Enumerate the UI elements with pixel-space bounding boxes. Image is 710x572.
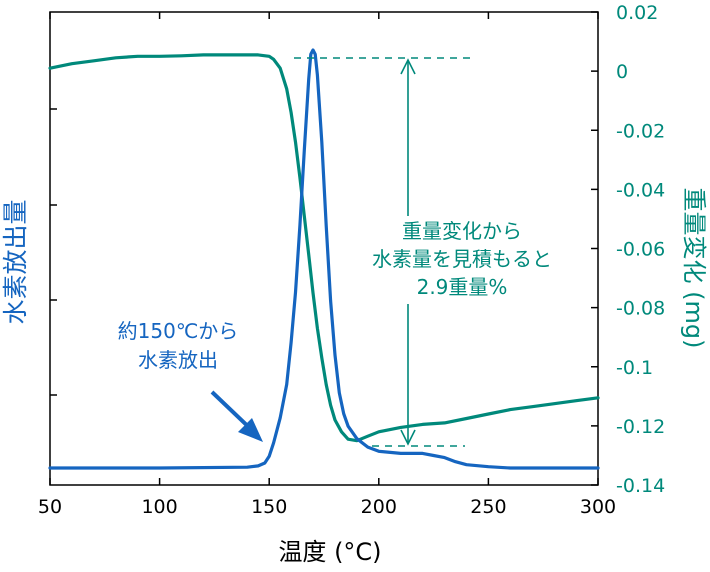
hydrogen-series-line (48, 48, 600, 470)
y-right-tick-label: 0.02 (616, 2, 658, 24)
y-right-tick-label: -0.1 (616, 357, 653, 379)
y-left-axis-ticks (50, 108, 57, 396)
y-right-tick-label: -0.08 (616, 298, 665, 320)
mass-change-text-line-1: 重量変化から (402, 219, 522, 243)
weight-series-line (48, 53, 600, 443)
x-axis-ticks: 50 100 150 200 250 300 (38, 12, 616, 518)
y-right-tick-label: -0.02 (616, 120, 665, 142)
onset-annotation: 約150℃から 水素放出 (118, 319, 263, 442)
mass-change-annotation: 重量変化から 水素量を見積もると 2.9重量% (294, 57, 552, 447)
y-right-axis-title: 重量変化 (mg) (680, 188, 708, 349)
mass-change-arrow-top-head (400, 58, 416, 75)
x-tick-label: 300 (580, 496, 616, 518)
x-tick-label: 100 (141, 496, 177, 518)
mass-change-text-line-3: 2.9重量% (417, 275, 508, 299)
y-right-tick-label: -0.14 (616, 475, 665, 497)
x-tick-label: 50 (38, 496, 62, 518)
y-right-tick-label: -0.04 (616, 179, 665, 201)
y-right-tick-label: -0.12 (616, 416, 665, 438)
series-layer (48, 48, 600, 470)
x-axis-title: 温度 (°C) (278, 538, 381, 566)
x-tick-label: 250 (470, 496, 506, 518)
x-tick-label: 150 (251, 496, 287, 518)
x-tick-label: 200 (361, 496, 397, 518)
y-right-tick-label: -0.06 (616, 239, 665, 261)
y-left-axis-title: 水素放出量 (1, 199, 30, 324)
mass-change-text-background (364, 216, 536, 304)
y-right-axis-ticks: 0.02 0 -0.02 -0.04 -0.06 -0.08 -0.1 -0.12 -0.14 (591, 2, 665, 497)
onset-text-line-1: 約150℃から (118, 319, 239, 343)
onset-text-line-2: 水素放出 (138, 348, 218, 372)
y-right-tick-label: 0 (616, 61, 628, 83)
onset-arrow-head (238, 418, 263, 442)
mass-change-text-line-2: 水素量を見積もると (372, 247, 552, 271)
mass-change-arrow-bottom-head (400, 429, 416, 446)
